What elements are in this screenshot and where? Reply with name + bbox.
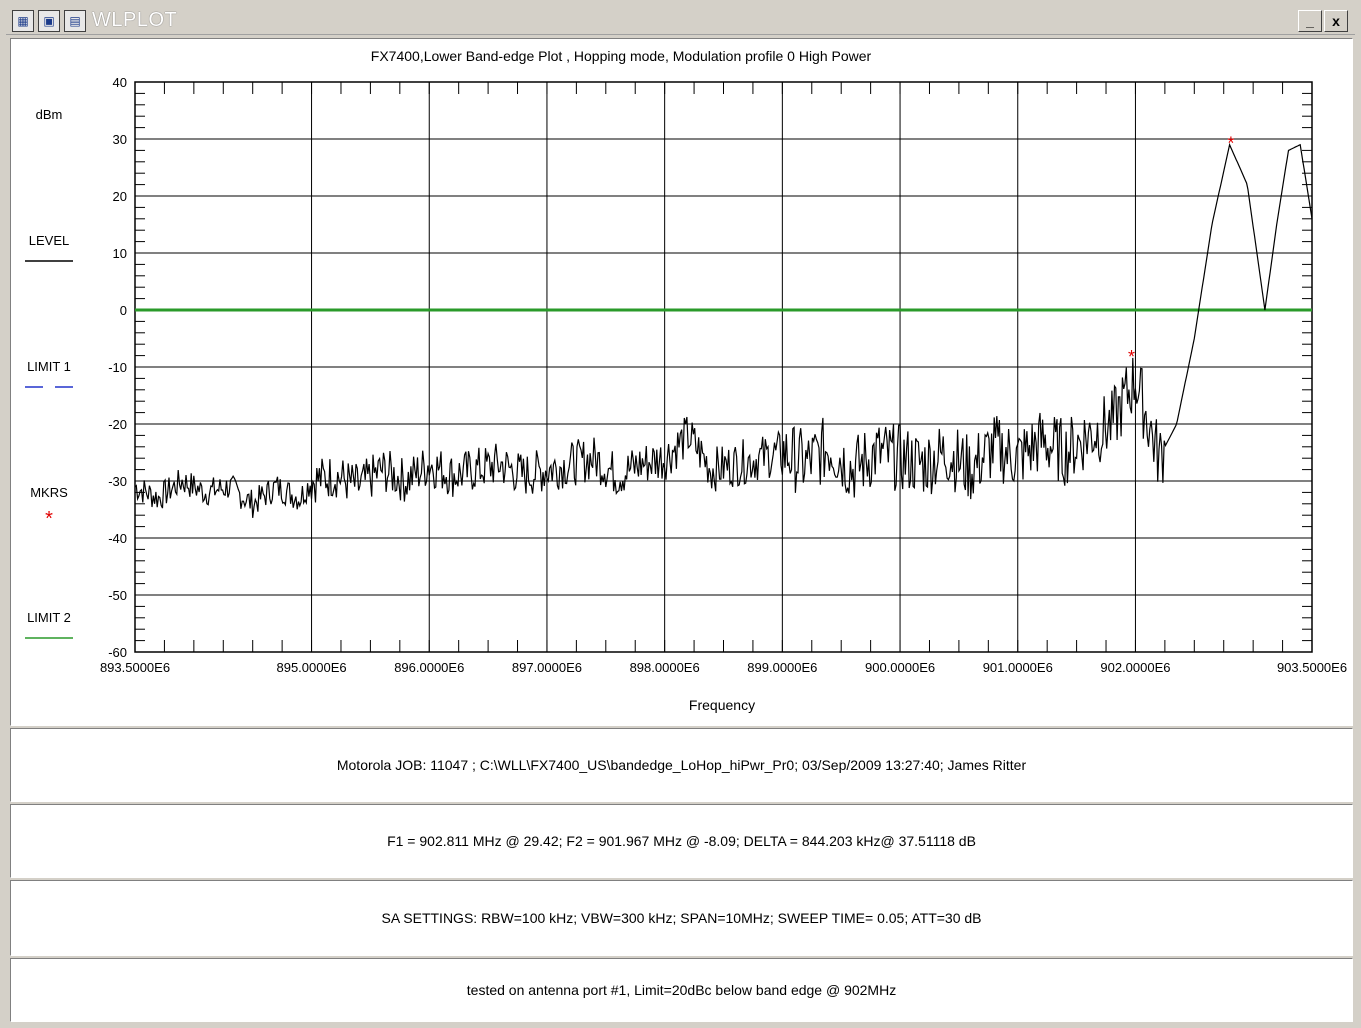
x-tick-label: 900.0000E6 [865, 660, 935, 675]
x-tick-label: 901.0000E6 [983, 660, 1053, 675]
markers-layer: ** [1128, 133, 1234, 367]
y-tick-label: -20 [108, 417, 127, 432]
y-tick-label: 20 [113, 189, 127, 204]
x-ticks: 893.5000E6 895.0000E6 896.0000E6 897.0000E6… [100, 660, 1347, 675]
x-axis-label: Frequency [689, 697, 755, 713]
x-tick-label: 897.0000E6 [512, 660, 582, 675]
window-titlebar: ▦ ▣ ▤ WLPLOT _ x [6, 6, 1355, 35]
marker-info-panel: F1 = 902.811 MHz @ 29.42; F2 = 901.967 M… [10, 804, 1353, 878]
chart-panel: FX7400,Lower Band-edge Plot , Hopping mo… [10, 38, 1353, 726]
legend-label: LIMIT 2 [27, 610, 71, 625]
x-tick-label: 898.0000E6 [630, 660, 700, 675]
y-tick-label: -40 [108, 531, 127, 546]
marker-info-text: F1 = 902.811 MHz @ 29.42; F2 = 901.967 M… [387, 833, 976, 849]
job-info-text: Motorola JOB: 11047 ; C:\WLL\FX7400_US\b… [336, 757, 1027, 773]
y-tick-label: 0 [120, 303, 127, 318]
job-info-panel: Motorola JOB: 11047 ; C:\WLL\FX7400_US\b… [10, 728, 1353, 802]
series-layer [134, 142, 1313, 518]
y-tick-label: -60 [108, 645, 127, 660]
chart-title: FX7400,Lower Band-edge Plot , Hopping mo… [371, 48, 872, 64]
y-axis-unit: dBm [36, 107, 63, 122]
y-tick-label: 30 [113, 132, 127, 147]
x-tick-label: 902.0000E6 [1100, 660, 1170, 675]
chart-app-icon[interactable]: ▦ [12, 10, 34, 32]
sa-settings-panel: SA SETTINGS: RBW=100 kHz; VBW=300 kHz; S… [10, 880, 1353, 956]
legend-marker-swatch: * [45, 508, 53, 530]
y-tick-label: -30 [108, 474, 127, 489]
window-menu-icon[interactable]: ▣ [38, 10, 60, 32]
grid [134, 81, 1313, 653]
y-tick-label: 10 [113, 246, 127, 261]
series-level-trace [134, 142, 1313, 518]
x-tick-label: 899.0000E6 [747, 660, 817, 675]
y-tick-label: -10 [108, 360, 127, 375]
x-tick-label: 896.0000E6 [394, 660, 464, 675]
legend-label: MKRS [30, 485, 68, 500]
close-button[interactable]: x [1324, 10, 1348, 32]
chart-svg: FX7400,Lower Band-edge Plot , Hopping mo… [25, 48, 1347, 713]
y-ticks: 40 30 20 10 0 -10 -20 -30 -40 -50 -60 [108, 75, 127, 660]
legend: LEVEL LIMIT 1 MKRS * LIMIT 2 [25, 233, 73, 639]
x-tick-label: 903.5000E6 [1277, 660, 1347, 675]
x-tick-label: 895.0000E6 [276, 660, 346, 675]
marker-point: * [1227, 133, 1234, 153]
app-title: WLPLOT [92, 9, 178, 31]
legend-label: LIMIT 1 [27, 359, 71, 374]
sa-settings-text: SA SETTINGS: RBW=100 kHz; VBW=300 kHz; S… [381, 910, 982, 926]
y-tick-label: 40 [113, 75, 127, 90]
notes-panel: tested on antenna port #1, Limit=20dBc b… [10, 958, 1353, 1022]
minimize-button[interactable]: _ [1298, 10, 1322, 32]
marker-point: * [1128, 347, 1135, 367]
notes-text: tested on antenna port #1, Limit=20dBc b… [466, 982, 897, 998]
window-list-icon[interactable]: ▤ [64, 10, 86, 32]
legend-label: LEVEL [29, 233, 69, 248]
y-tick-label: -50 [108, 588, 127, 603]
x-tick-label: 893.5000E6 [100, 660, 170, 675]
